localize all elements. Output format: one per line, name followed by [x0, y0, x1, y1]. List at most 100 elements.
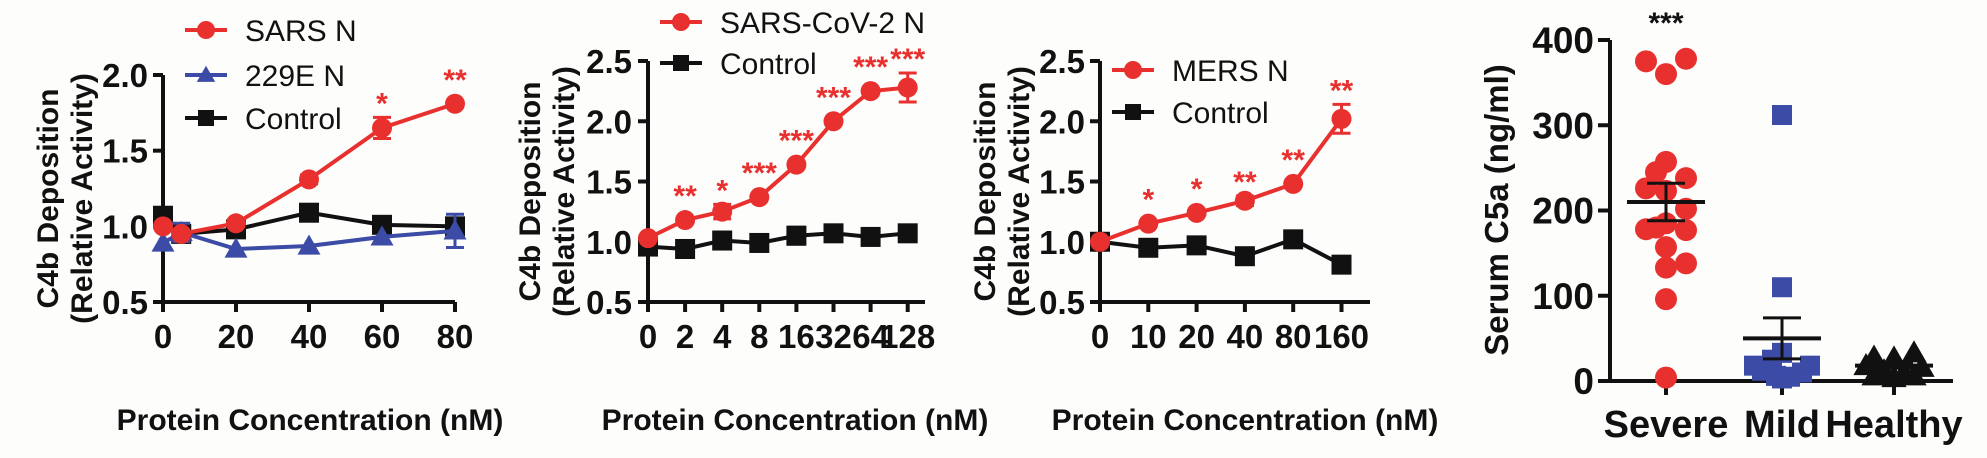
- data-point: [1090, 231, 1110, 252]
- y-tick-label: 1.5: [1039, 164, 1085, 201]
- legend-item: Control: [185, 103, 342, 136]
- data-point: [1635, 218, 1657, 241]
- y-tick-label: 1.5: [586, 164, 632, 201]
- x-tick-label: 2: [676, 318, 694, 355]
- data-point: [1772, 277, 1792, 298]
- data-point: [860, 81, 881, 102]
- data-point: [1675, 219, 1697, 242]
- data-point: [372, 214, 392, 235]
- significance-label: *: [1191, 173, 1203, 206]
- y-tick-label: 2.0: [102, 57, 148, 94]
- data-point: [1772, 105, 1792, 126]
- data-point: [1234, 190, 1255, 211]
- data-point: [897, 77, 918, 98]
- x-tick-label: 128: [880, 318, 935, 355]
- legend-marker: [196, 65, 216, 82]
- significance-label: ***: [779, 125, 814, 158]
- y-tick-label: 100: [1532, 276, 1594, 317]
- x-category-label: Healthy: [1825, 404, 1962, 446]
- legend-item: Control: [660, 48, 817, 81]
- data-point: [1655, 366, 1677, 389]
- data-point: [1655, 236, 1677, 259]
- significance-label: *: [1142, 184, 1154, 217]
- data-point: [224, 237, 248, 258]
- data-point: [1331, 108, 1352, 129]
- data-point: [226, 213, 246, 234]
- significance-label: **: [1233, 166, 1257, 199]
- data-point: [171, 223, 192, 244]
- significance-label: *: [716, 174, 728, 207]
- data-point: [1901, 340, 1927, 363]
- x-category-label: Mild: [1744, 404, 1820, 446]
- legend-label: 229E N: [245, 60, 345, 93]
- y-tick-label: 2.0: [586, 103, 632, 140]
- legend-item: 229E N: [185, 60, 345, 93]
- legend-label: SARS-CoV-2 N: [720, 7, 925, 40]
- y-tick-label: 1.0: [102, 208, 148, 245]
- data-point: [1138, 237, 1159, 258]
- legend-marker: [198, 110, 214, 126]
- x-tick-label: 32: [815, 318, 852, 355]
- data-point: [786, 225, 807, 246]
- data-point: [297, 234, 321, 255]
- series-mers-n: * * ******: [1090, 74, 1354, 252]
- legend-label: Control: [245, 103, 342, 136]
- significance-label: ***: [890, 43, 925, 76]
- y-tick-label: 1.5: [102, 133, 148, 170]
- data-point: [860, 226, 881, 247]
- significance-label: **: [1330, 74, 1354, 107]
- series-sars-n: ***: [153, 64, 467, 244]
- data-point: [1675, 252, 1697, 275]
- y-tick-label: 2.5: [1039, 43, 1085, 80]
- series-sars-cov-2-n: ** ************* ***: [638, 43, 926, 249]
- x-tick-label: 160: [1314, 318, 1369, 355]
- x-tick-label: 20: [218, 318, 255, 355]
- x-axis-label: Protein Concentration (nM): [1052, 404, 1439, 437]
- data-point: [1675, 167, 1697, 190]
- x-axis-label: Protein Concentration (nM): [117, 404, 504, 437]
- y-axis-label: Serum C5a (ng/ml): [1478, 64, 1515, 356]
- data-point: [153, 216, 173, 237]
- data-point: [1772, 368, 1792, 389]
- x-tick-label: 40: [291, 318, 328, 355]
- legend-marker: [1124, 61, 1142, 79]
- panel-mers: 0.5 1.0 1.5 2.0 2.5 0 10 20 40 80 160 Protein Conce…: [969, 43, 1438, 437]
- legend-item: SARS-CoV-2 N: [660, 7, 925, 40]
- data-point: [1655, 288, 1677, 311]
- x-tick-label: 80: [437, 318, 474, 355]
- y-axis-label-line1: C4b Deposition: [969, 81, 1002, 301]
- x-tick-label: 80: [1275, 318, 1312, 355]
- data-point: [372, 117, 392, 138]
- sem-bar: [1875, 361, 1913, 370]
- data-point: [712, 230, 733, 251]
- legend-item: Control: [1112, 97, 1269, 130]
- series-line: [1099, 237, 1343, 267]
- x-tick-label: 20: [1178, 318, 1215, 355]
- data-point: [1901, 363, 1927, 386]
- group-healthy: [1853, 340, 1935, 388]
- data-point: [1655, 63, 1677, 86]
- legend-marker: [673, 55, 689, 71]
- x-tick-label: 60: [364, 318, 401, 355]
- data-point: [1881, 364, 1907, 388]
- y-tick-label: 400: [1532, 20, 1594, 61]
- data-point: [1138, 213, 1159, 234]
- data-point: [638, 228, 658, 249]
- data-point: [1675, 47, 1697, 70]
- x-tick-label: 4: [713, 318, 732, 355]
- data-point: [897, 223, 918, 244]
- x-tick-label: 0: [154, 318, 172, 355]
- significance-label: ***: [742, 157, 777, 190]
- y-tick-label: 2.5: [586, 43, 632, 80]
- significance-label: ***: [816, 81, 851, 114]
- y-tick-label: 200: [1532, 191, 1594, 232]
- legend-item: MERS N: [1112, 55, 1289, 88]
- sem-bar: [1647, 181, 1685, 223]
- y-tick-label: 0.5: [1039, 284, 1085, 321]
- data-point: [749, 232, 770, 253]
- y-axis-label-line1: C4b Deposition: [514, 81, 547, 301]
- series-control: [638, 223, 918, 259]
- group-severe: ***: [1627, 7, 1705, 389]
- data-point: [370, 225, 394, 246]
